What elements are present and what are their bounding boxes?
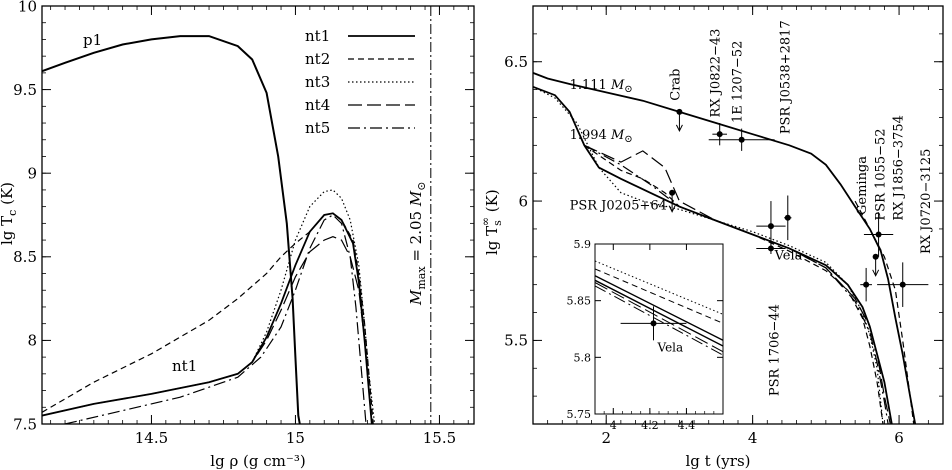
legend: nt1 nt2 nt3 nt4 nt5 xyxy=(305,27,415,137)
plot-frame xyxy=(41,5,475,425)
upper-limit-arrow xyxy=(675,124,683,133)
y-tick-label: 7.5 xyxy=(13,415,37,433)
source-label: Vela xyxy=(774,249,803,264)
series-line-nt5 xyxy=(64,214,367,424)
series-line-nt4 xyxy=(42,236,373,424)
source-label: Geminga xyxy=(855,156,870,215)
data-marker xyxy=(716,131,723,138)
data-marker xyxy=(784,214,791,221)
inset-y-tick-label: 5.8 xyxy=(574,351,592,364)
data-point-geminga xyxy=(860,267,872,302)
source-label: PSR J0538+2817 xyxy=(778,20,793,134)
series-line-alt-dashdot xyxy=(584,144,889,424)
y-tick-label: 9 xyxy=(27,164,37,182)
data-marker xyxy=(669,189,676,196)
y-tick-label: 8.5 xyxy=(13,248,37,266)
mmax-label: Mmax = 2.05 M⊙ xyxy=(407,182,428,306)
data-point-psr-1055-52 xyxy=(863,212,894,257)
y-tick-label: 5.5 xyxy=(504,332,528,350)
y-axis-label: lg Ts∞ (K) xyxy=(479,189,504,255)
x-tick-label: 6 xyxy=(894,429,904,447)
series-line-1.111 xyxy=(533,72,917,424)
upper-limit-arrow xyxy=(668,205,676,213)
x-tick-label: 14.5 xyxy=(135,429,168,447)
data-marker xyxy=(767,223,774,230)
inset-chart: 4 4.2 4.4 5.75 5.8 5.85 5.9 Vela xyxy=(567,238,724,432)
legend-label: nt5 xyxy=(305,119,330,137)
mass-label: 1.111 M⊙ xyxy=(570,78,633,95)
data-point-rx-j0822-43 xyxy=(712,123,728,146)
y-tick-label: 8 xyxy=(27,332,37,350)
source-label: RX J0822−43 xyxy=(709,29,724,118)
source-label: Crab xyxy=(668,69,683,101)
data-point-rx-j0720-3125 xyxy=(877,262,929,307)
source-label: PSR 1706−44 xyxy=(767,304,782,396)
data-point-1e-1207-52 xyxy=(708,128,775,151)
data-marker xyxy=(875,231,882,238)
mass-label: 1.994 M⊙ xyxy=(570,128,633,145)
source-label: RX J0720−3125 xyxy=(919,149,934,254)
upper-limit-arrow xyxy=(872,269,880,277)
x-tick-label: 15 xyxy=(286,429,305,447)
data-point-rx-j1856-3754 xyxy=(872,253,880,277)
data-marker xyxy=(863,281,870,288)
legend-label: nt1 xyxy=(305,27,330,45)
inset-line xyxy=(595,260,723,315)
legend-label: nt2 xyxy=(305,50,330,68)
source-label: PSR 1055−52 xyxy=(873,128,888,220)
data-marker xyxy=(872,253,879,260)
inset-line xyxy=(595,268,723,324)
y-tick-label: 6 xyxy=(518,192,528,210)
source-label: RX J1856−3754 xyxy=(892,115,907,220)
source-label: 1E 1207−52 xyxy=(731,41,746,123)
y-axis-label: lg Tc (K) xyxy=(0,182,19,245)
inset-x-tick-label: 4.4 xyxy=(678,419,696,432)
legend-label: nt3 xyxy=(305,73,330,91)
inset-x-tick-label: 4.2 xyxy=(641,419,659,432)
data-point-psr-j0205-64 xyxy=(668,189,676,213)
series-line-late-dashed xyxy=(854,200,915,424)
inset-y-tick-label: 5.85 xyxy=(567,295,592,308)
inset-line xyxy=(595,279,723,347)
curve-label-p1: p1 xyxy=(83,31,102,49)
x-tick-label: 2 xyxy=(601,429,611,447)
source-label: PSR J0205+64 xyxy=(570,198,667,213)
inset-label: Vela xyxy=(657,340,684,354)
y-tick-label: 10 xyxy=(18,0,37,15)
series-line-nt2 xyxy=(42,212,374,424)
inset-line xyxy=(595,285,723,356)
chart-panel-1: 14.5 15 15.5 7.5 8 8.5 9 9.5 10 Mmax = 2.05 M⊙ nt1… xyxy=(0,0,475,470)
data-marker xyxy=(676,108,683,115)
data-point-psr-j0538-2817 xyxy=(784,195,792,241)
inset-line xyxy=(595,282,723,353)
series-line-nt3 xyxy=(42,189,376,424)
x-axis-label: lg ρ (g cm⁻³) xyxy=(210,452,305,470)
curve-label-nt1: nt1 xyxy=(172,357,197,375)
x-tick-label: 15.5 xyxy=(423,429,456,447)
data-point-psr-1706-44 xyxy=(756,201,786,252)
inset-y-tick-label: 5.9 xyxy=(574,238,592,251)
inset-data-marker xyxy=(650,320,657,327)
legend-label: nt4 xyxy=(305,96,330,114)
x-axis-label: lg t (yrs) xyxy=(685,452,750,470)
inset-line xyxy=(595,275,723,341)
x-tick-label: 4 xyxy=(748,429,758,447)
inset-x-tick-label: 4 xyxy=(610,419,617,432)
inset-y-tick-label: 5.75 xyxy=(567,408,592,421)
y-tick-label: 6.5 xyxy=(504,53,528,71)
data-marker xyxy=(899,281,906,288)
data-point-crab xyxy=(675,108,683,133)
data-marker xyxy=(738,136,745,143)
series-line-nt1 xyxy=(42,212,373,424)
y-tick-label: 9.5 xyxy=(13,81,37,99)
series-line-p1 xyxy=(42,35,301,424)
